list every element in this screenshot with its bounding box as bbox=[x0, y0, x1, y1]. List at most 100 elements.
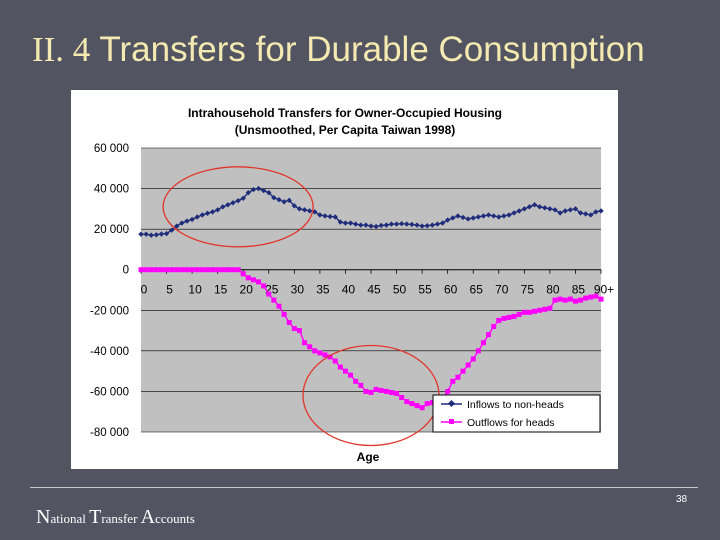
chart-subtitle: (Unsmoothed, Per Capita Taiwan 1998) bbox=[235, 123, 456, 137]
inflows-point bbox=[138, 231, 144, 237]
outflows-point bbox=[158, 267, 164, 273]
outflows-point bbox=[378, 387, 384, 393]
outflows-point bbox=[363, 388, 369, 394]
footer-rest-3: ccounts bbox=[155, 511, 195, 526]
outflows-point bbox=[210, 267, 216, 273]
legend-inflows-label: Inflows to non-heads bbox=[467, 399, 564, 411]
outflows-point bbox=[327, 354, 333, 360]
x-tick-label: 55 bbox=[418, 283, 432, 297]
outflows-point bbox=[598, 296, 604, 302]
outflows-point bbox=[588, 294, 594, 300]
legend-outflows-label: Outflows for heads bbox=[467, 417, 555, 429]
outflows-point bbox=[409, 401, 415, 407]
inflows-point bbox=[475, 214, 482, 220]
footer-cap-2: T bbox=[89, 506, 102, 528]
outflows-point bbox=[414, 403, 420, 409]
inflows-point bbox=[199, 212, 206, 218]
outflows-point bbox=[542, 306, 548, 312]
outflows-point bbox=[404, 399, 410, 405]
inflows-point bbox=[235, 198, 241, 204]
y-tick-label: -80 000 bbox=[90, 427, 129, 439]
x-tick-label: 30 bbox=[291, 283, 305, 297]
footer-organization: National Transfer Accounts bbox=[36, 506, 195, 529]
inflows-point bbox=[347, 220, 354, 226]
outflows-point bbox=[204, 267, 210, 273]
slide-title-text: Transfers for Durable Consumption bbox=[99, 30, 645, 69]
outflows-point bbox=[220, 267, 226, 273]
outflows-point bbox=[491, 324, 497, 330]
inflows-point bbox=[204, 210, 211, 217]
footer-cap-3: A bbox=[140, 506, 156, 528]
y-tick-label: 20 000 bbox=[94, 224, 129, 236]
slide-title: II. 4 Transfers for Durable Consumption bbox=[32, 30, 645, 70]
outflows-point bbox=[312, 348, 318, 354]
x-tick-label: 10 bbox=[188, 283, 202, 297]
outflows-point bbox=[455, 374, 461, 380]
outflows-point bbox=[342, 368, 348, 374]
outflows-point bbox=[383, 388, 389, 394]
inflows-point bbox=[434, 221, 441, 227]
outflows-point bbox=[460, 368, 466, 374]
x-tick-label: 50 bbox=[393, 283, 407, 297]
inflows-point bbox=[220, 204, 226, 210]
inflows-point bbox=[439, 220, 446, 226]
inflows-point bbox=[352, 221, 359, 227]
inflows-point bbox=[209, 209, 216, 215]
inflows-point bbox=[521, 206, 528, 212]
inflows-point bbox=[383, 222, 390, 228]
y-tick-label: -40 000 bbox=[90, 346, 129, 358]
chart-panel: Intrahousehold Transfers for Owner-Occup… bbox=[71, 90, 618, 469]
highlight-ellipse-inflow-peak bbox=[162, 166, 314, 248]
inflows-point bbox=[393, 221, 400, 227]
inflows-point bbox=[194, 214, 200, 220]
x-tick-label: 80 bbox=[546, 283, 560, 297]
inflows-point bbox=[547, 206, 553, 212]
footer-rest-1: ational bbox=[50, 511, 90, 526]
outflows-point bbox=[302, 340, 308, 346]
inflows-point bbox=[281, 199, 287, 205]
inflows-point bbox=[271, 195, 277, 201]
y-axis-ticks: 60 000 40 000 20 000 0 -20 000 -40 000 -60 000… bbox=[90, 143, 129, 439]
inflows-point bbox=[240, 195, 246, 201]
outflows-point bbox=[281, 311, 287, 317]
outflows-point bbox=[526, 309, 532, 315]
inflows-point bbox=[552, 207, 558, 213]
inflows-point bbox=[153, 232, 160, 238]
inflows-point bbox=[301, 207, 308, 213]
inflows-point bbox=[378, 222, 384, 229]
inflows-point bbox=[225, 202, 231, 208]
footer-rest-2: ransfer bbox=[101, 511, 141, 526]
outflows-point bbox=[445, 388, 451, 394]
x-tick-label: 70 bbox=[495, 283, 509, 297]
outflows-point bbox=[547, 305, 553, 311]
outflows-point bbox=[486, 332, 492, 338]
x-tick-label: 85 bbox=[572, 283, 586, 297]
y-tick-label: -60 000 bbox=[90, 386, 129, 398]
inflows-point bbox=[245, 189, 252, 196]
outflows-point bbox=[266, 291, 272, 297]
outflows-point bbox=[296, 328, 302, 334]
x-tick-label: 20 bbox=[240, 283, 254, 297]
outflows-point bbox=[245, 275, 251, 281]
outflows-point bbox=[567, 296, 573, 302]
outflows-point bbox=[169, 267, 175, 273]
outflows-point bbox=[450, 378, 456, 384]
outflows-point bbox=[286, 319, 292, 325]
outflows-point bbox=[317, 350, 323, 356]
outflows-point bbox=[465, 362, 471, 368]
inflows-point bbox=[429, 222, 436, 228]
outflows-point bbox=[256, 279, 262, 285]
inflows-point bbox=[230, 200, 236, 206]
outflows-point bbox=[496, 317, 502, 323]
outflows-point bbox=[235, 267, 241, 273]
outflows-point bbox=[240, 271, 246, 277]
outflows-point bbox=[572, 298, 578, 304]
inflows-point bbox=[516, 208, 522, 214]
outflows-point bbox=[373, 386, 379, 392]
outflows-point bbox=[353, 378, 359, 384]
outflows-point bbox=[506, 314, 512, 320]
outflows-point bbox=[138, 267, 144, 273]
inflows-point bbox=[179, 220, 185, 226]
outflows-point bbox=[148, 267, 154, 273]
y-tick-label: 40 000 bbox=[94, 184, 129, 196]
